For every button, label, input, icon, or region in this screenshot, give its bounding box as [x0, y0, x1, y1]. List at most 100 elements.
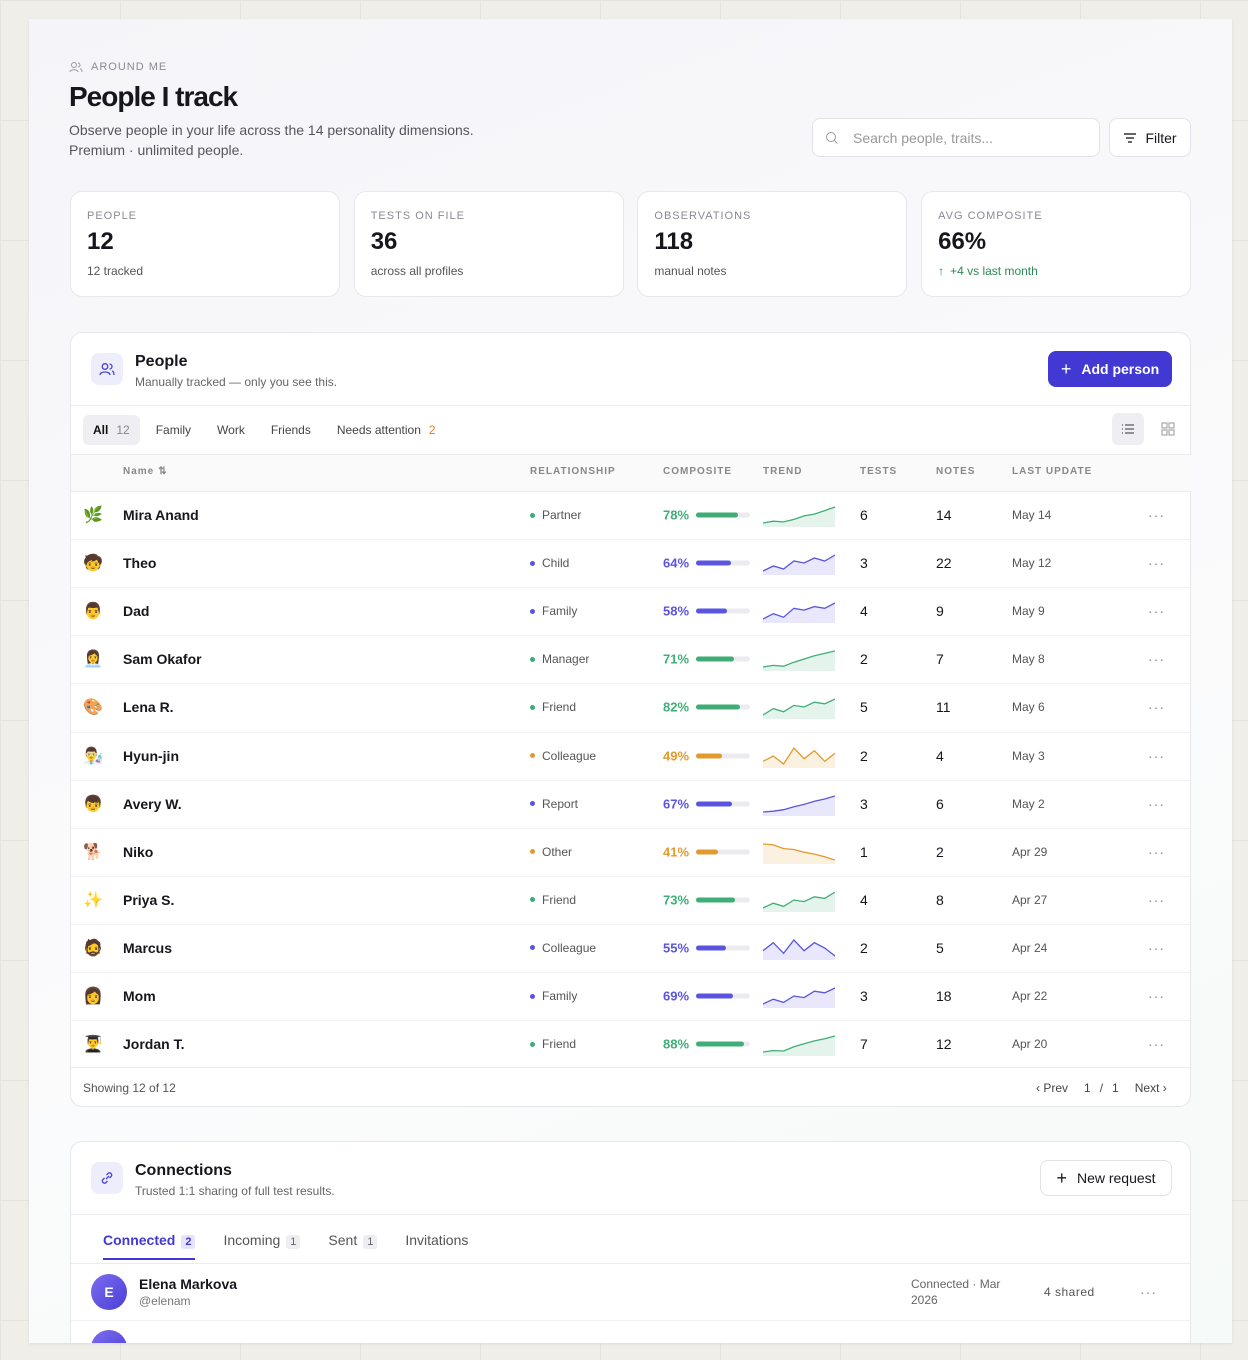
- row-menu[interactable]: ···: [1148, 1036, 1165, 1053]
- person-row[interactable]: 🐕 Niko Other 41% 1 2 Apr 29 ···: [71, 827, 1192, 876]
- connection-tab[interactable]: Sent 1: [328, 1232, 378, 1260]
- connection-row[interactable]: D Devon Mireles Connected · Jan: [71, 1320, 1190, 1343]
- trend-line: [763, 506, 835, 524]
- filter-label: Filter: [1145, 129, 1177, 146]
- composite-bar: [696, 801, 733, 807]
- connection-row[interactable]: E Elena Markova @elenam Connected · Mar 202…: [71, 1264, 1190, 1320]
- tab-label: All: [93, 423, 109, 437]
- connection-tab[interactable]: Connected 2: [103, 1232, 196, 1260]
- row-menu[interactable]: ···: [1148, 939, 1165, 956]
- filter-tab[interactable]: Family: [146, 415, 201, 445]
- column-label: Name: [123, 466, 155, 477]
- trend-line: [763, 746, 835, 765]
- trend-area: [763, 939, 835, 960]
- person-row[interactable]: 👨‍🎓 Jordan T. Friend 88% 7 12 Apr 20 ···: [71, 1020, 1192, 1068]
- row-menu[interactable]: ···: [1148, 603, 1165, 620]
- row-menu[interactable]: ···: [1148, 555, 1165, 572]
- subtitle-line: Premium · unlimited people.: [69, 142, 244, 158]
- shared-count: 4 shared: [1044, 1285, 1095, 1299]
- trend-sparkline: [763, 1035, 835, 1057]
- notes-count: 18: [936, 988, 952, 1004]
- composite-bar: [696, 512, 739, 518]
- filter-tab[interactable]: Needs attention 2: [327, 415, 446, 445]
- row-divider: [71, 683, 1192, 685]
- row-menu[interactable]: ···: [1140, 1284, 1157, 1300]
- trend-sparkline: [763, 698, 835, 720]
- list-view-toggle[interactable]: [1112, 413, 1144, 445]
- notes-count: 8: [936, 891, 944, 908]
- connection-identity: Elena Markova @elenam: [139, 1276, 237, 1308]
- row-divider: [71, 875, 1192, 877]
- avatar: 👨: [83, 603, 103, 621]
- person-row[interactable]: 👨‍🔬 Hyun-jin Colleague 49% 2 4 May 3 ···: [71, 731, 1192, 780]
- trend-line: [763, 1035, 835, 1053]
- trend-line: [763, 698, 835, 716]
- composite-track: [696, 608, 750, 614]
- next-button[interactable]: Next ›: [1134, 1081, 1167, 1095]
- search-box[interactable]: Search people, traits...: [812, 118, 1100, 157]
- prev-button[interactable]: ‹ Prev: [1036, 1081, 1069, 1095]
- filter-tab[interactable]: All 12: [83, 415, 140, 445]
- relationship: Other: [530, 845, 572, 859]
- relationship: Manager: [530, 652, 589, 666]
- relationship-label: Friend: [542, 1037, 577, 1052]
- filter-tab[interactable]: Work: [207, 415, 255, 445]
- connection-name: Devon Mireles: [139, 1340, 234, 1343]
- composite-track: [696, 512, 750, 518]
- person-row[interactable]: ✨ Priya S. Friend 73% 4 8 Apr 27 ···: [71, 875, 1192, 924]
- tab-count: 1: [363, 1235, 378, 1249]
- page-title: People I track: [69, 81, 238, 112]
- filter-button[interactable]: Filter: [1109, 118, 1191, 157]
- person-row[interactable]: 🧒 Theo Child 64% 3 22 May 12 ···: [71, 539, 1192, 587]
- person-row[interactable]: 👩 Mom Family 69% 3 18 Apr 22 ···: [71, 972, 1192, 1020]
- notes-count: 22: [936, 555, 952, 572]
- tab-count: 2: [181, 1235, 196, 1249]
- column-header: COMPOSITE: [663, 466, 732, 477]
- stat-label: OBSERVATIONS: [654, 210, 752, 222]
- person-row[interactable]: 🌿 Mira Anand Partner 78% 6 14 May 14 ···: [71, 491, 1192, 539]
- connection-tab[interactable]: Incoming 1: [223, 1232, 301, 1260]
- grid-view-toggle[interactable]: [1152, 413, 1184, 445]
- row-menu[interactable]: ···: [1148, 843, 1165, 860]
- person-row[interactable]: 👦 Avery W. Report 67% 3 6 May 2 ···: [71, 779, 1192, 828]
- relationship-dot: [530, 897, 535, 903]
- trend-area: [763, 603, 835, 624]
- relationship-dot: [530, 945, 535, 951]
- person-row[interactable]: 🧔 Marcus Colleague 55% 2 5 Apr 24 ···: [71, 923, 1192, 972]
- new-request-button[interactable]: + New request: [1040, 1160, 1172, 1196]
- last-update: May 14: [1012, 508, 1052, 522]
- column-header: LAST UPDATE: [1012, 466, 1092, 477]
- stat-value: 12: [87, 228, 114, 255]
- composite-track: [696, 560, 750, 566]
- add-person-button[interactable]: + Add person: [1048, 351, 1172, 387]
- section-title: Connections: [135, 1162, 232, 1179]
- row-menu[interactable]: ···: [1148, 651, 1165, 668]
- relationship-label: Report: [542, 796, 579, 811]
- row-menu[interactable]: ···: [1148, 795, 1165, 812]
- composite-track: [696, 993, 750, 999]
- relationship: Colleague: [530, 749, 596, 763]
- filter-tab[interactable]: Friends: [261, 415, 321, 445]
- person-name: Avery W.: [123, 795, 182, 812]
- row-menu[interactable]: ···: [1148, 699, 1165, 716]
- tab-label: Friends: [270, 423, 311, 437]
- row-menu[interactable]: ···: [1148, 747, 1165, 764]
- person-row[interactable]: 👩‍💼 Sam Okafor Manager 71% 2 7 May 8 ···: [71, 635, 1192, 683]
- stat-label: AVG COMPOSITE: [938, 210, 1043, 222]
- person-row[interactable]: 👨 Dad Family 58% 4 9 May 9 ···: [71, 587, 1192, 635]
- connection-tab[interactable]: Invitations: [405, 1232, 468, 1260]
- person-row[interactable]: 🎨 Lena R. Friend 82% 5 11 May 6 ···: [71, 683, 1192, 731]
- relationship: Child: [530, 556, 569, 570]
- relationship-dot: [530, 993, 535, 999]
- stat-value: 118: [654, 228, 694, 255]
- trend-sparkline: [763, 794, 835, 816]
- avatar: 👨‍🔬: [83, 747, 103, 765]
- row-menu[interactable]: ···: [1148, 891, 1165, 908]
- relationship-label: Friend: [542, 700, 577, 715]
- relationship-dot: [530, 656, 535, 662]
- relationship: Family: [530, 989, 577, 1003]
- tab-label: Sent: [328, 1232, 358, 1248]
- row-menu[interactable]: ···: [1148, 507, 1165, 523]
- composite-bar: [696, 704, 741, 710]
- row-menu[interactable]: ···: [1148, 988, 1165, 1004]
